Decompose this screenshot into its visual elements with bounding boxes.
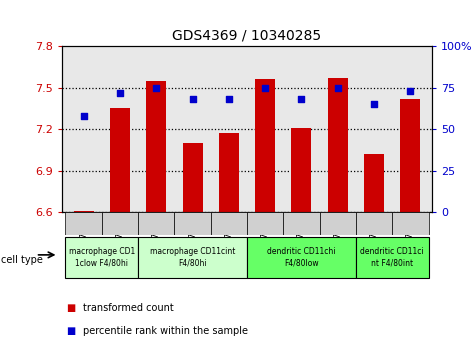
Bar	[356, 237, 428, 278]
Point	[407, 88, 414, 94]
Text: dendritic CD11ci
nt F4/80int: dendritic CD11ci nt F4/80int	[361, 247, 424, 268]
Text: percentile rank within the sample: percentile rank within the sample	[83, 326, 248, 336]
Bar	[182, 143, 202, 212]
Point	[189, 96, 196, 102]
Bar	[364, 154, 384, 212]
Bar	[138, 237, 247, 278]
Bar	[255, 79, 275, 212]
Bar	[328, 78, 348, 212]
Text: transformed count: transformed count	[83, 303, 174, 313]
Bar	[146, 81, 166, 212]
Text: macrophage CD11cint
F4/80hi: macrophage CD11cint F4/80hi	[150, 247, 235, 268]
Point	[152, 85, 160, 91]
Point	[334, 85, 342, 91]
Text: dendritic CD11chi
F4/80low: dendritic CD11chi F4/80low	[267, 247, 336, 268]
Text: cell type: cell type	[1, 255, 43, 265]
Point	[261, 85, 269, 91]
Bar	[74, 211, 94, 212]
Bar	[174, 212, 211, 235]
Title: GDS4369 / 10340285: GDS4369 / 10340285	[172, 28, 322, 42]
Bar	[110, 108, 130, 212]
Point	[225, 96, 233, 102]
Bar	[66, 237, 138, 278]
Bar	[400, 99, 420, 212]
Bar	[292, 128, 312, 212]
Bar	[283, 212, 320, 235]
Bar	[392, 212, 428, 235]
Bar	[138, 212, 174, 235]
Point	[80, 113, 87, 119]
Text: ■: ■	[66, 326, 76, 336]
Bar	[247, 212, 283, 235]
Bar	[66, 212, 102, 235]
Point	[298, 96, 305, 102]
Point	[370, 101, 378, 107]
Text: ■: ■	[66, 303, 76, 313]
Bar	[219, 133, 239, 212]
Text: macrophage CD1
1clow F4/80hi: macrophage CD1 1clow F4/80hi	[68, 247, 135, 268]
Bar	[247, 237, 356, 278]
Bar	[102, 212, 138, 235]
Bar	[356, 212, 392, 235]
Bar	[211, 212, 247, 235]
Bar	[320, 212, 356, 235]
Point	[116, 90, 124, 96]
